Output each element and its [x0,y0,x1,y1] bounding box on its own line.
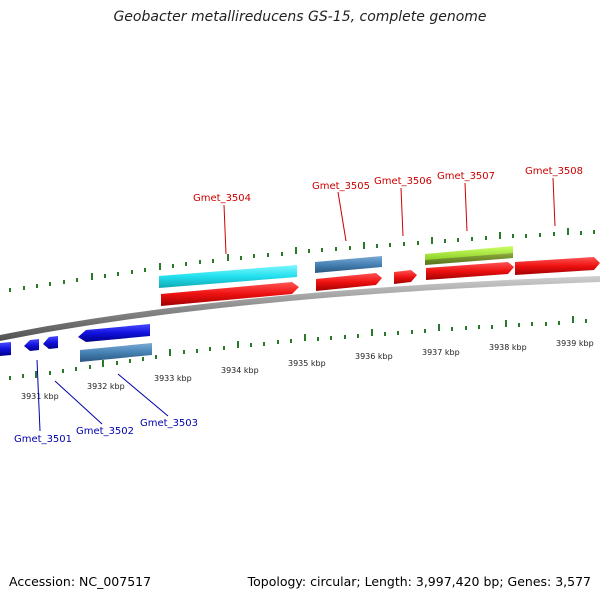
gene-label-gmet-3507[interactable]: Gmet_3507 [437,171,495,182]
scale-labels: 3931 kbp 3932 kbp 3933 kbp 3934 kbp 3935… [21,339,594,401]
cds-gmet-3501[interactable] [24,339,39,351]
gene-label-gmet-3501[interactable]: Gmet_3501 [14,434,72,445]
reverse-gene-labels [36,359,169,432]
gene-label-gmet-3505[interactable]: Gmet_3505 [312,181,370,192]
cds-gmet-3502[interactable] [43,336,58,349]
forward-gene-labels [223,177,556,255]
map-title: Geobacter metallireducens GS-15, complet… [113,9,487,25]
scale-label: 3939 kbp [556,339,594,348]
cds-gmet-3505[interactable] [316,273,382,291]
scale-label: 3934 kbp [221,366,259,375]
feature-cyan[interactable] [159,265,297,288]
lower-tick-track [9,316,587,380]
gene-label-gmet-3506[interactable]: Gmet_3506 [374,176,432,187]
gene-label-gmet-3504[interactable]: Gmet_3504 [193,193,251,204]
genome-backbone [0,276,600,341]
scale-label: 3938 kbp [489,343,527,352]
feature-steel-upper[interactable] [315,256,382,273]
scale-label: 3933 kbp [154,374,192,383]
cds-gmet-3503[interactable] [78,324,150,342]
scale-label: 3932 kbp [87,382,125,391]
genome-summary: Topology: circular; Length: 3,997,420 bp… [247,574,591,589]
scale-label: 3937 kbp [422,348,460,357]
accession-text: Accession: NC_007517 [9,574,152,589]
feature-lime[interactable] [425,246,513,261]
upper-tick-track [9,228,595,292]
gene-label-gmet-3508[interactable]: Gmet_3508 [525,166,583,177]
scale-label: 3936 kbp [355,352,393,361]
feature-olive[interactable] [425,253,513,265]
scale-label: 3935 kbp [288,359,326,368]
gene-label-gmet-3502[interactable]: Gmet_3502 [76,426,134,437]
cds-gmet-3508[interactable] [515,257,600,275]
gene-label-gmet-3503[interactable]: Gmet_3503 [140,418,198,429]
cds-reverse-edge[interactable] [0,342,11,356]
cds-gmet-3504[interactable] [161,282,299,306]
scale-label: 3931 kbp [21,392,59,401]
cds-gmet-3507[interactable] [426,262,514,280]
feature-steel-lower[interactable] [80,343,152,362]
cds-gmet-3506[interactable] [394,270,417,284]
